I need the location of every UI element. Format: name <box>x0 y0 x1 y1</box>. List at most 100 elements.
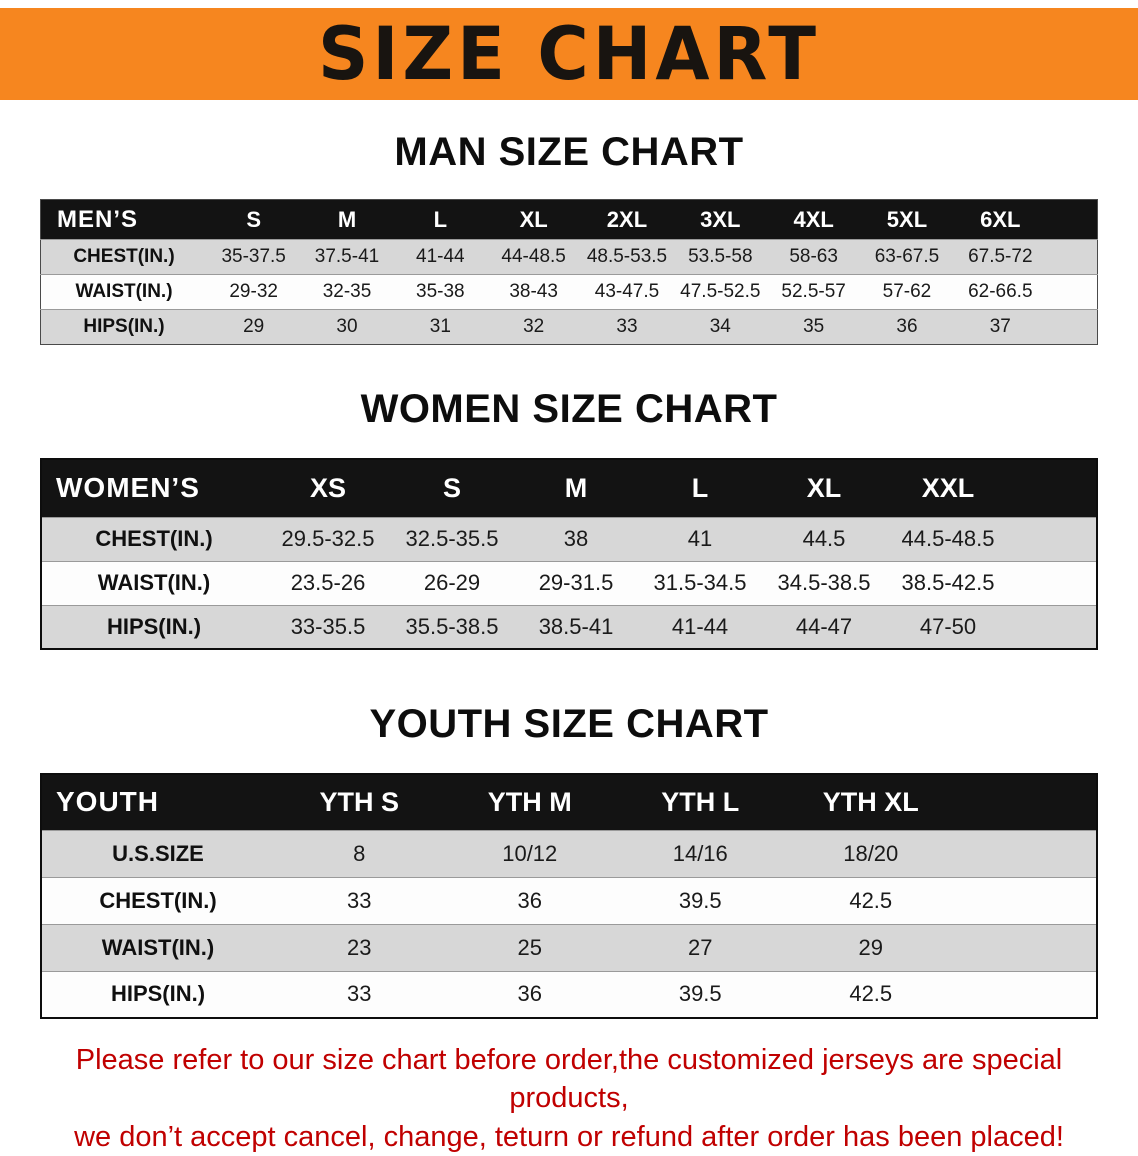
table-cell: 29.5-32.5 <box>281 526 375 551</box>
spacer-cell <box>956 924 1097 971</box>
size-column-header: L <box>638 459 762 517</box>
table-cell: 41-44 <box>416 246 465 267</box>
size-column-header: 4XL <box>766 199 861 240</box>
disclaimer-line-2: we don’t accept cancel, change, teturn o… <box>74 1120 1064 1153</box>
size-column-header: 6XL <box>953 199 1047 240</box>
table-row: CHEST(IN.) 33 36 39.5 42.5 <box>41 877 1097 924</box>
table-cell: 37.5-41 <box>314 246 380 267</box>
table-cell: 10/12 <box>502 840 558 866</box>
table-cell: 32-35 <box>322 281 372 302</box>
table-row: HIPS(IN.) 33 36 39.5 42.5 <box>41 971 1097 1018</box>
youth-table-header: YOUTH YTH S YTH M YTH L YTH XL <box>41 774 1097 830</box>
table-cell: 41-44 <box>671 613 729 639</box>
table-row: WAIST(IN.) 23 25 27 29 <box>41 924 1097 971</box>
disclaimer-line-1: Please refer to our size chart before or… <box>75 1044 1063 1115</box>
size-column-header: XXL <box>886 459 1010 517</box>
size-column-header: XS <box>266 459 390 517</box>
spacer-cell <box>956 774 1097 830</box>
header-row: WOMEN’S XS S M L XL XXL <box>41 459 1097 517</box>
table-cell: 52.5-57 <box>781 281 846 302</box>
table-cell: 29-31.5 <box>538 570 614 595</box>
table-cell: 63-67.5 <box>874 246 940 267</box>
men-table-body: CHEST(IN.) 35-37.5 37.5-41 41-44 44-48.5 48.5… <box>40 239 1098 345</box>
table-cell: 42.5 <box>849 887 893 913</box>
table-cell: 32 <box>523 316 545 337</box>
table-cell: 62-66.5 <box>968 281 1033 302</box>
table-cell: 39.5 <box>678 887 722 913</box>
youth-section-heading: YOUTH SIZE CHART <box>369 702 769 746</box>
spacer-cell <box>1010 517 1097 561</box>
spacer-cell <box>956 830 1097 877</box>
table-cell: 38.5-42.5 <box>901 570 995 595</box>
size-column-header: 5XL <box>860 199 954 240</box>
size-column-header: YTH L <box>615 774 786 830</box>
table-cell: 31 <box>429 316 451 337</box>
table-cell: 42.5 <box>849 981 893 1007</box>
table-cell: 44-47 <box>795 613 853 639</box>
men-size-table: MEN’S S M L XL 2XL 3XL 4XL 5XL 6XL CHEST(IN.) 35-3… <box>40 199 1098 345</box>
table-row: CHEST(IN.) 35-37.5 37.5-41 41-44 44-48.5 48.5… <box>40 239 1098 275</box>
table-cell: 34.5-38.5 <box>777 570 871 595</box>
table-cell: 67.5-72 <box>968 246 1033 267</box>
spacer-cell <box>956 877 1097 924</box>
women-table-header: WOMEN’S XS S M L XL XXL <box>41 459 1097 517</box>
row-label: HIPS(IN.) <box>106 613 202 639</box>
table-row: HIPS(IN.) 33-35.5 35.5-38.5 38.5-41 41-44 44-… <box>41 605 1097 649</box>
size-column-header: 3XL <box>673 199 767 240</box>
header-row: YOUTH YTH S YTH M YTH L YTH XL <box>41 774 1097 830</box>
size-column-header: YTH S <box>274 774 445 830</box>
row-label: HIPS(IN.) <box>110 981 206 1007</box>
table-row: U.S.SIZE 8 10/12 14/16 18/20 <box>41 830 1097 877</box>
table-cell: 36 <box>896 316 918 337</box>
size-column-header: S <box>207 199 301 240</box>
table-cell: 14/16 <box>672 840 728 866</box>
women-size-table: WOMEN’S XS S M L XL XXL CHEST(IN.) 29.5-32.5 32.… <box>40 458 1098 650</box>
youth-table-label: YOUTH <box>41 774 274 830</box>
spacer-cell <box>1047 310 1098 345</box>
table-cell: 33 <box>616 316 638 337</box>
row-label: CHEST(IN.) <box>99 887 217 913</box>
size-column-header: L <box>393 199 487 240</box>
header-row: MEN’S S M L XL 2XL 3XL 4XL 5XL 6XL <box>40 199 1098 240</box>
size-chart-title: SIZE CHART <box>317 10 821 98</box>
row-label: CHEST(IN.) <box>73 246 175 267</box>
men-table-label: MEN’S <box>40 199 207 240</box>
row-label: WAIST(IN.) <box>101 934 215 960</box>
table-cell: 37 <box>989 316 1011 337</box>
table-row: HIPS(IN.) 29 30 31 32 33 34 35 36 37 <box>40 309 1098 345</box>
table-cell: 23.5-26 <box>290 570 366 595</box>
size-chart-banner: SIZE CHART <box>0 8 1138 100</box>
women-table-label: WOMEN’S <box>41 459 266 517</box>
table-cell: 27 <box>688 934 713 960</box>
table-cell: 48.5-53.5 <box>586 246 668 267</box>
table-cell: 32.5-35.5 <box>405 526 499 551</box>
spacer-cell <box>1010 561 1097 605</box>
table-cell: 47.5-52.5 <box>680 281 761 302</box>
table-row: WAIST(IN.) 23.5-26 26-29 29-31.5 31.5-34.5 34… <box>41 561 1097 605</box>
table-cell: 44-48.5 <box>501 246 566 267</box>
table-cell: 33 <box>347 887 372 913</box>
row-label: WAIST(IN.) <box>75 281 173 302</box>
table-cell: 29-32 <box>229 281 278 302</box>
table-cell: 30 <box>336 316 358 337</box>
row-label: WAIST(IN.) <box>97 570 211 595</box>
size-column-header: XL <box>486 199 581 240</box>
table-cell: 58-63 <box>789 246 838 267</box>
spacer-cell <box>956 971 1097 1018</box>
table-cell: 38.5-41 <box>538 613 614 639</box>
table-cell: 44.5 <box>802 526 846 551</box>
disclaimer: Please refer to our size chart before or… <box>21 1041 1117 1156</box>
table-cell: 35.5-38.5 <box>405 613 499 639</box>
table-cell: 29 <box>243 316 265 337</box>
table-cell: 33-35.5 <box>290 613 366 639</box>
row-label: CHEST(IN.) <box>95 526 213 551</box>
table-cell: 33 <box>347 981 372 1007</box>
table-cell: 41 <box>687 526 713 551</box>
table-row: WAIST(IN.) 29-32 32-35 35-38 38-43 43-47.5 47.… <box>40 274 1098 310</box>
spacer-cell <box>1047 275 1098 310</box>
size-column-header: M <box>514 459 638 517</box>
table-cell: 38-43 <box>509 281 558 302</box>
table-cell: 57-62 <box>882 281 932 302</box>
table-cell: 26-29 <box>423 570 481 595</box>
spacer-cell <box>1010 459 1097 517</box>
